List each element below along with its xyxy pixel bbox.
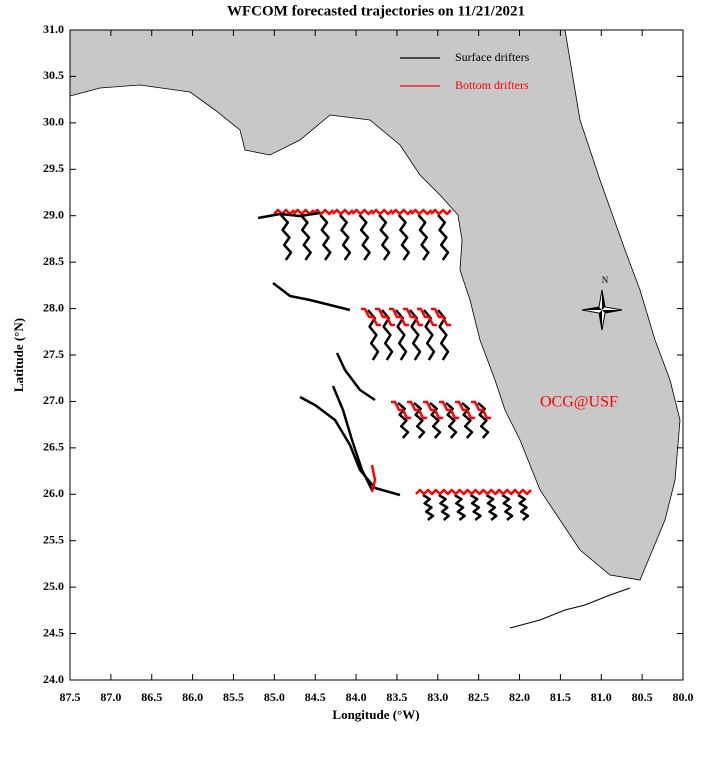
y-tick-label: 26.0 [43, 486, 64, 500]
trajectory [335, 352, 376, 402]
compass-label: N [602, 275, 609, 285]
y-tick-label: 25.0 [43, 579, 64, 593]
trajectory [422, 493, 435, 521]
y-tick-label: 25.5 [43, 532, 64, 546]
trajectory [319, 214, 332, 261]
trajectory [454, 493, 466, 521]
x-tick-label: 82.0 [509, 690, 530, 704]
legend: Surface drifters Bottom drifters [400, 50, 530, 92]
trajectory [477, 402, 490, 439]
trajectory [445, 402, 458, 439]
y-tick-label: 24.5 [43, 625, 64, 639]
trajectory [423, 400, 443, 420]
trajectory [397, 214, 410, 261]
x-tick-label: 85.0 [264, 690, 285, 704]
trajectory [312, 208, 335, 216]
trajectory [391, 400, 411, 420]
y-axis-label: Latitude (°N) [11, 318, 26, 392]
trajectory [429, 402, 442, 439]
trajectory [378, 214, 391, 261]
trajectory [417, 214, 430, 261]
annotation: OCG@USF [540, 394, 618, 411]
trajectory [390, 208, 413, 216]
x-tick-label: 86.0 [182, 690, 203, 704]
trajectory [417, 307, 437, 327]
trajectory [403, 307, 423, 327]
y-tick-label: 30.5 [43, 68, 64, 82]
trajectory [331, 208, 354, 216]
x-tick-label: 80.5 [632, 690, 653, 704]
trajectory [413, 402, 426, 439]
trajectory [280, 214, 293, 261]
trajectory [455, 400, 475, 420]
trajectory [437, 214, 450, 261]
x-tick-label: 87.5 [60, 690, 81, 704]
land [69, 29, 681, 581]
trajectory [431, 307, 451, 327]
y-tick-label: 28.0 [43, 300, 64, 314]
trajectory [438, 493, 451, 521]
x-tick-label: 84.0 [346, 690, 367, 704]
trajectory [358, 214, 371, 261]
legend-label: Bottom drifters [455, 78, 529, 92]
y-tick-label: 27.5 [43, 347, 64, 361]
trajectory [351, 208, 374, 216]
y-tick-label: 28.5 [43, 254, 64, 268]
x-tick-label: 80.0 [673, 690, 694, 704]
x-tick-label: 84.5 [305, 690, 326, 704]
trajectory [370, 464, 377, 493]
x-axis-label: Longitude (°W) [332, 707, 419, 722]
title: WFCOM forecasted trajectories on 11/21/2… [227, 3, 525, 19]
trajectory [273, 208, 295, 216]
y-tick-label: 29.5 [43, 161, 64, 175]
trajectory [375, 307, 395, 327]
trajectory [331, 385, 374, 491]
trajectory [361, 307, 381, 327]
x-tick-label: 85.5 [223, 690, 244, 704]
x-tick-label: 83.5 [386, 690, 407, 704]
trajectory [299, 214, 312, 261]
y-tick-label: 24.0 [43, 672, 64, 686]
trajectory [471, 400, 491, 420]
trajectory [510, 488, 532, 496]
trajectory [439, 400, 459, 420]
trajectory [485, 493, 498, 521]
y-tick-label: 29.0 [43, 207, 64, 221]
trajectory [501, 493, 514, 521]
x-tick-label: 82.5 [468, 690, 489, 704]
y-tick-label: 31.0 [43, 22, 64, 36]
x-tick-label: 86.5 [141, 690, 162, 704]
trajectory [272, 282, 351, 312]
axes: 87.5 87.0 86.5 86.0 85.5 85.0 84.5 84.0 83.5 83.0… [43, 22, 694, 704]
trajectory [407, 400, 427, 420]
x-tick-label: 83.0 [427, 690, 448, 704]
trajectory [430, 208, 452, 216]
x-tick-label: 81.0 [591, 690, 612, 704]
compass: N [581, 275, 623, 331]
x-tick-label: 81.5 [550, 690, 571, 704]
trajectory [257, 211, 321, 220]
y-tick-label: 26.5 [43, 440, 64, 454]
trajectory [371, 208, 394, 216]
trajectory [397, 402, 410, 439]
trajectory [299, 395, 401, 497]
trajectory [338, 214, 352, 261]
legend-label: Surface drifters [455, 50, 530, 64]
trajectory [469, 493, 482, 521]
trajectory [410, 208, 433, 216]
y-tick-label: 30.0 [43, 115, 64, 129]
x-tick-label: 87.0 [100, 690, 121, 704]
trajectory [389, 307, 409, 327]
trajectory [517, 493, 530, 521]
trajectory [461, 402, 474, 439]
y-tick-label: 27.0 [43, 393, 64, 407]
trajectories [257, 208, 532, 521]
keys [509, 587, 631, 629]
